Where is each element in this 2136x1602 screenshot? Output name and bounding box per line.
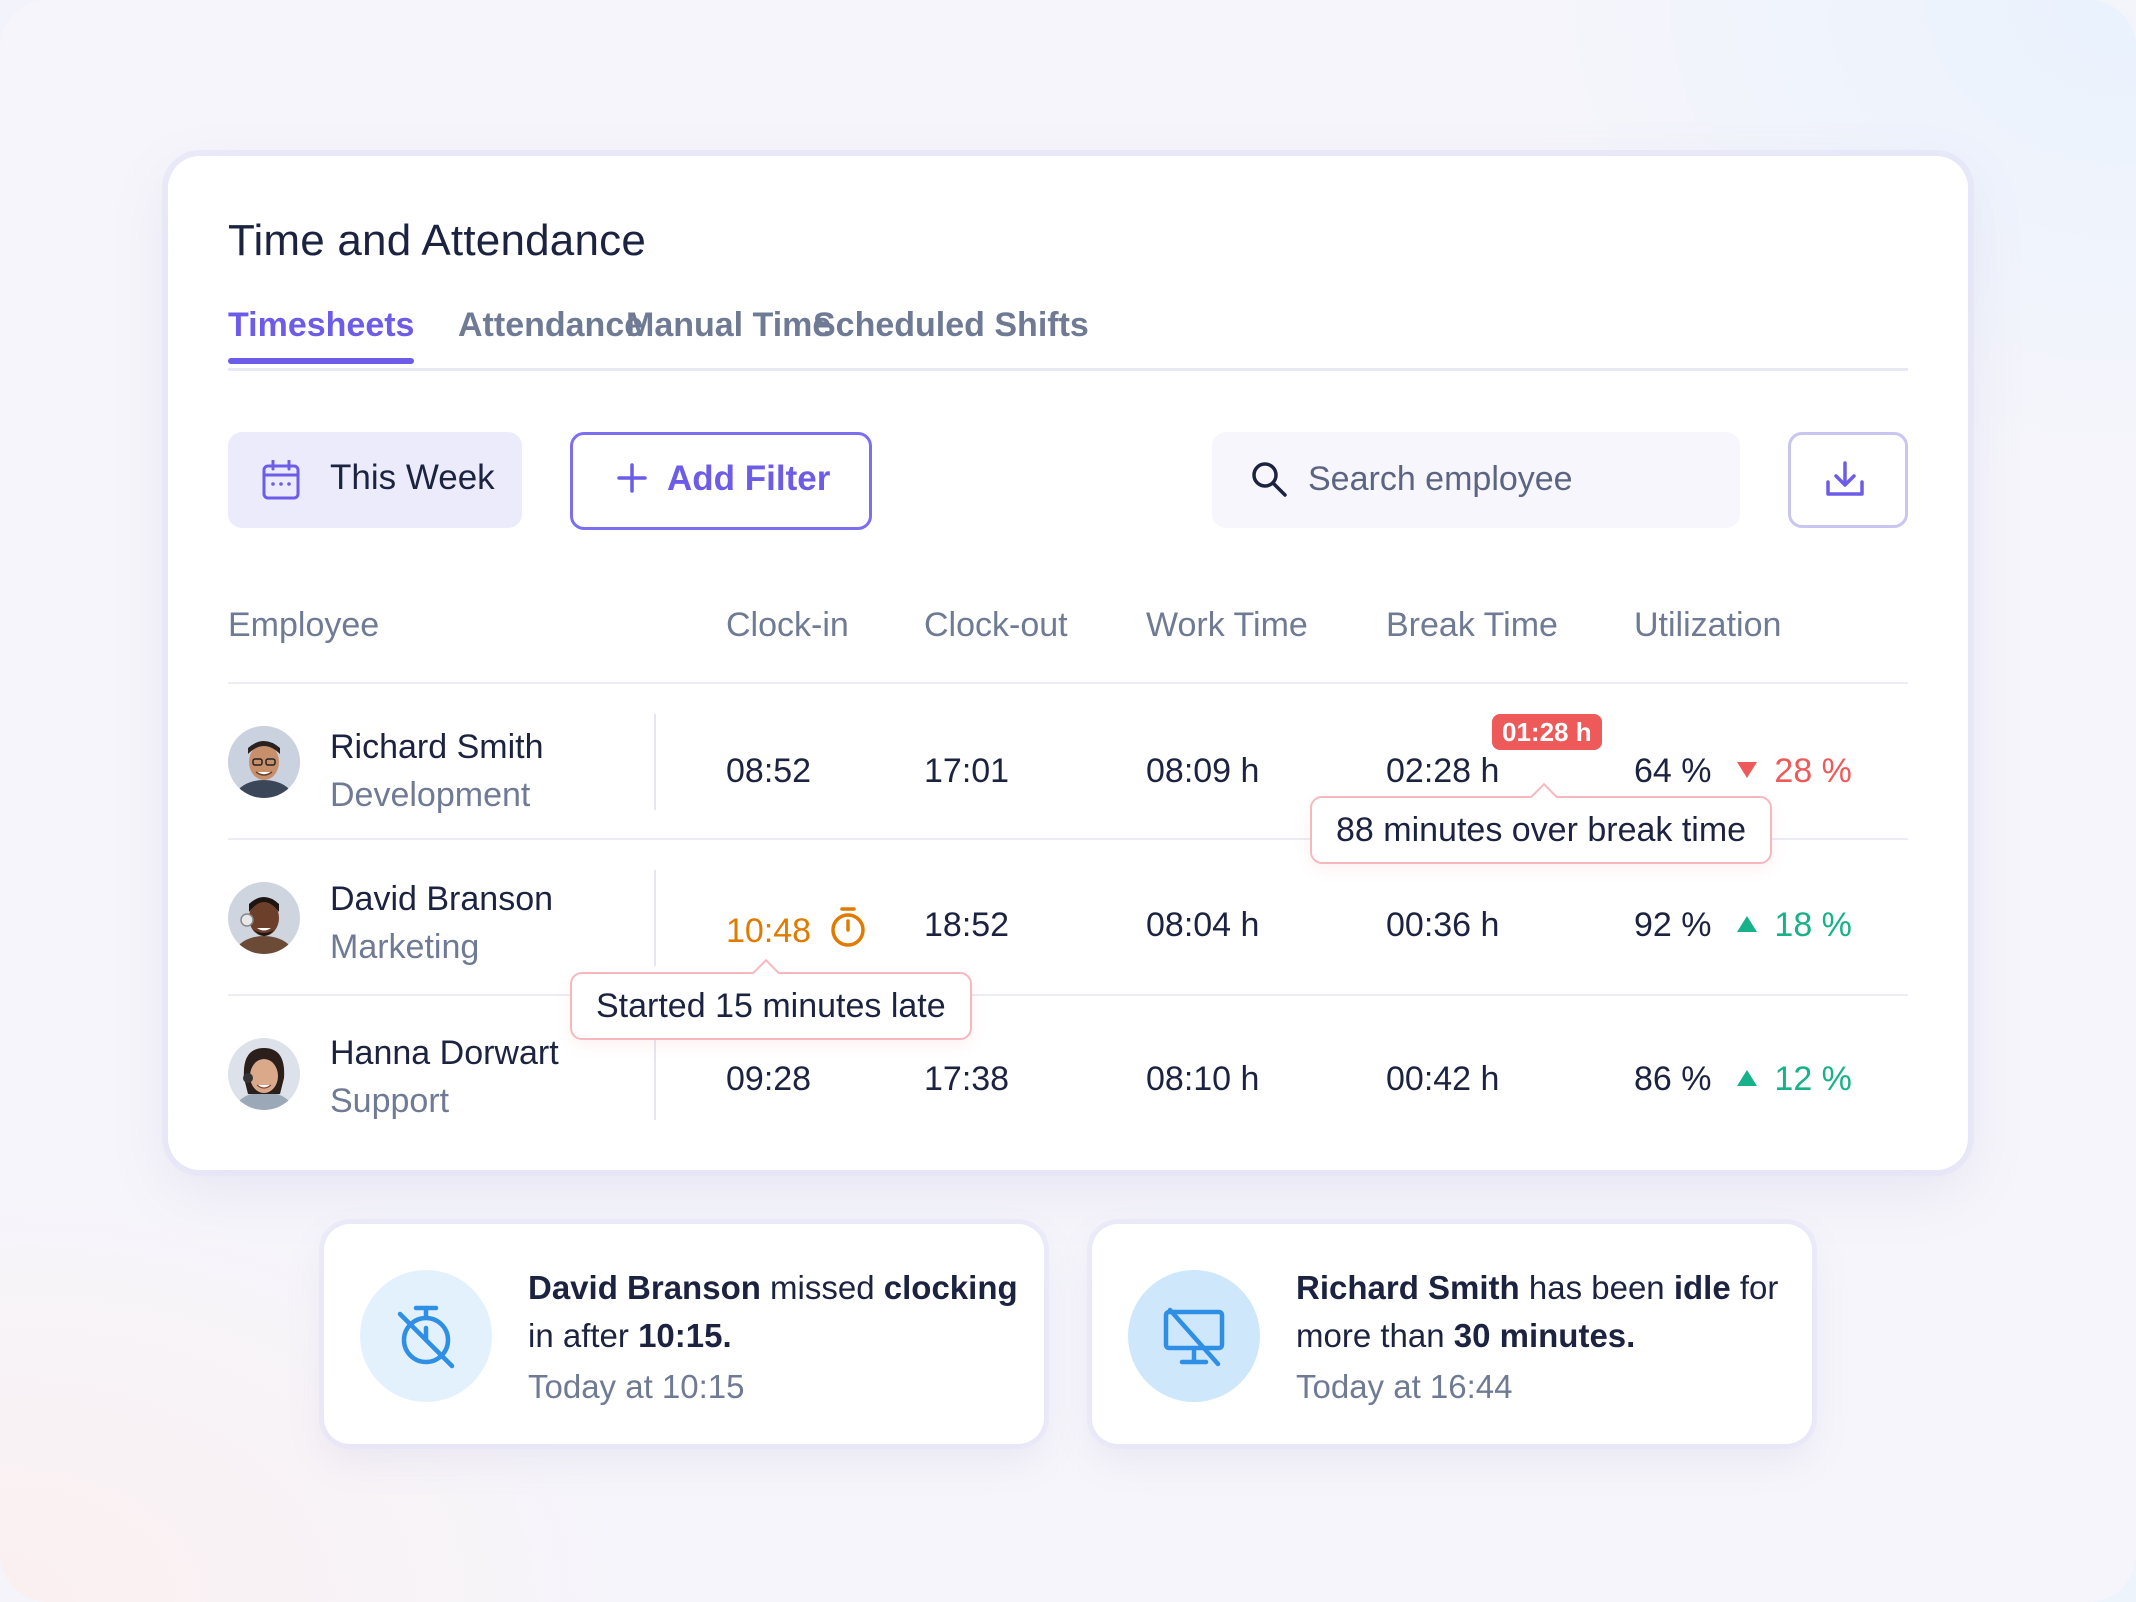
column-header-clock-out[interactable]: Clock-out — [924, 606, 1068, 644]
search-input[interactable]: Search employee — [1212, 432, 1740, 528]
employee-department: Development — [330, 776, 531, 814]
search-placeholder: Search employee — [1308, 460, 1573, 498]
column-header-clock-in[interactable]: Clock-in — [726, 606, 849, 644]
calendar-icon — [262, 459, 300, 505]
add-filter-label: Add Filter — [667, 459, 831, 498]
row-divider-line — [228, 838, 1908, 840]
break-overage-badge: 01:28 h — [1492, 714, 1602, 750]
avatar — [228, 726, 300, 798]
tab-label: Attendance — [458, 306, 644, 344]
tooltip-text: Started 15 minutes late — [596, 987, 946, 1025]
notification-message: David Branson missed clocking in after 1… — [528, 1269, 1018, 1354]
work-time-value: 08:09 h — [1146, 752, 1260, 790]
column-header-work-time[interactable]: Work Time — [1146, 606, 1308, 644]
tab-label: Manual Time — [626, 306, 832, 344]
employee-name: Richard Smith — [330, 728, 544, 766]
tab-label: Timesheets — [228, 306, 415, 344]
notification-icon-badge — [360, 1270, 492, 1402]
avatar — [228, 1038, 300, 1110]
add-filter-button[interactable]: Add Filter — [570, 432, 872, 530]
clock-out-value: 17:38 — [924, 1060, 1010, 1098]
avatar — [228, 882, 300, 954]
trend-down-icon — [1735, 752, 1768, 790]
column-header-utilization[interactable]: Utilization — [1634, 606, 1782, 644]
monitor-off-icon — [1163, 1307, 1225, 1367]
tab-bar: Timesheets Attendance Manual Time Schedu… — [228, 306, 1908, 371]
table-row[interactable]: David Branson Marketing 10:48 18:52 08:0… — [168, 840, 1968, 996]
date-range-label: This Week — [330, 458, 495, 497]
clock-in-value: 09:28 — [726, 1060, 812, 1098]
plus-icon — [615, 461, 649, 500]
utilization-percent: 86 % — [1634, 1060, 1712, 1098]
utilization-value: 92 % 18 % — [1634, 906, 1852, 945]
row-divider — [654, 870, 656, 966]
tooltip-text: 88 minutes over break time — [1336, 811, 1747, 849]
utilization-trend: 12 % — [1774, 1060, 1852, 1098]
table-row[interactable]: Richard Smith Development 08:52 17:01 08… — [168, 684, 1968, 840]
utilization-trend: 28 % — [1774, 752, 1852, 790]
clock-out-value: 18:52 — [924, 906, 1010, 944]
utilization-percent: 64 % — [1634, 752, 1712, 790]
notification-card-missed-clockin[interactable]: David Branson missed clocking in after 1… — [324, 1224, 1044, 1444]
utilization-value: 86 % 12 % — [1634, 1060, 1852, 1099]
late-start-tooltip: Started 15 minutes late — [570, 972, 972, 1040]
trend-up-icon — [1735, 1060, 1768, 1098]
stopwatch-icon — [821, 907, 867, 950]
tab-scheduled-shifts[interactable]: Scheduled Shifts — [813, 306, 1089, 359]
employee-name: Hanna Dorwart — [330, 1034, 559, 1072]
trend-up-icon — [1735, 906, 1768, 944]
attendance-card: Time and Attendance Timesheets Attendanc… — [168, 156, 1968, 1170]
work-time-value: 08:04 h — [1146, 906, 1260, 944]
download-button[interactable] — [1788, 432, 1908, 528]
row-divider — [654, 714, 656, 810]
utilization-percent: 92 % — [1634, 906, 1712, 944]
column-header-employee[interactable]: Employee — [228, 606, 380, 644]
table-row[interactable]: Hanna Dorwart Support 09:28 17:38 08:10 … — [168, 996, 1968, 1152]
break-overage-tooltip: 88 minutes over break time — [1310, 796, 1773, 864]
row-divider-line — [228, 994, 1908, 996]
row-divider — [654, 1024, 656, 1120]
employee-department: Support — [330, 1082, 450, 1120]
employee-department: Marketing — [330, 928, 480, 966]
column-header-break-time[interactable]: Break Time — [1386, 606, 1558, 644]
date-range-button[interactable]: This Week — [228, 432, 522, 528]
page-title: Time and Attendance — [228, 216, 646, 265]
tab-attendance[interactable]: Attendance — [458, 306, 643, 359]
active-tab-indicator — [228, 358, 414, 364]
employee-name: David Branson — [330, 880, 554, 918]
tab-timesheets[interactable]: Timesheets — [228, 306, 415, 364]
download-icon — [1825, 460, 1865, 503]
notification-icon-badge — [1128, 1270, 1260, 1402]
notification-time: Today at 10:15 — [528, 1368, 745, 1405]
work-time-value: 08:10 h — [1146, 1060, 1260, 1098]
break-time-value: 00:42 h — [1386, 1060, 1500, 1098]
tab-label: Scheduled Shifts — [813, 306, 1089, 344]
notification-message: Richard Smith has been idle for more tha… — [1296, 1269, 1779, 1354]
clock-in-value: 08:52 — [726, 752, 812, 790]
clock-in-late-value: 10:48 — [726, 906, 867, 951]
clock-out-value: 17:01 — [924, 752, 1010, 790]
header-divider — [228, 682, 1908, 684]
notification-card-idle[interactable]: Richard Smith has been idle for more tha… — [1092, 1224, 1812, 1444]
clock-in-value: 10:48 — [726, 912, 812, 950]
utilization-value: 64 % 28 % — [1634, 752, 1852, 791]
utilization-trend: 18 % — [1774, 906, 1852, 944]
break-time-value: 00:36 h — [1386, 906, 1500, 944]
break-time-value: 02:28 h — [1386, 752, 1500, 790]
tab-manual-time[interactable]: Manual Time — [626, 306, 831, 359]
stopwatch-off-icon — [397, 1305, 455, 1369]
notification-time: Today at 16:44 — [1296, 1368, 1513, 1405]
search-icon — [1250, 460, 1288, 503]
